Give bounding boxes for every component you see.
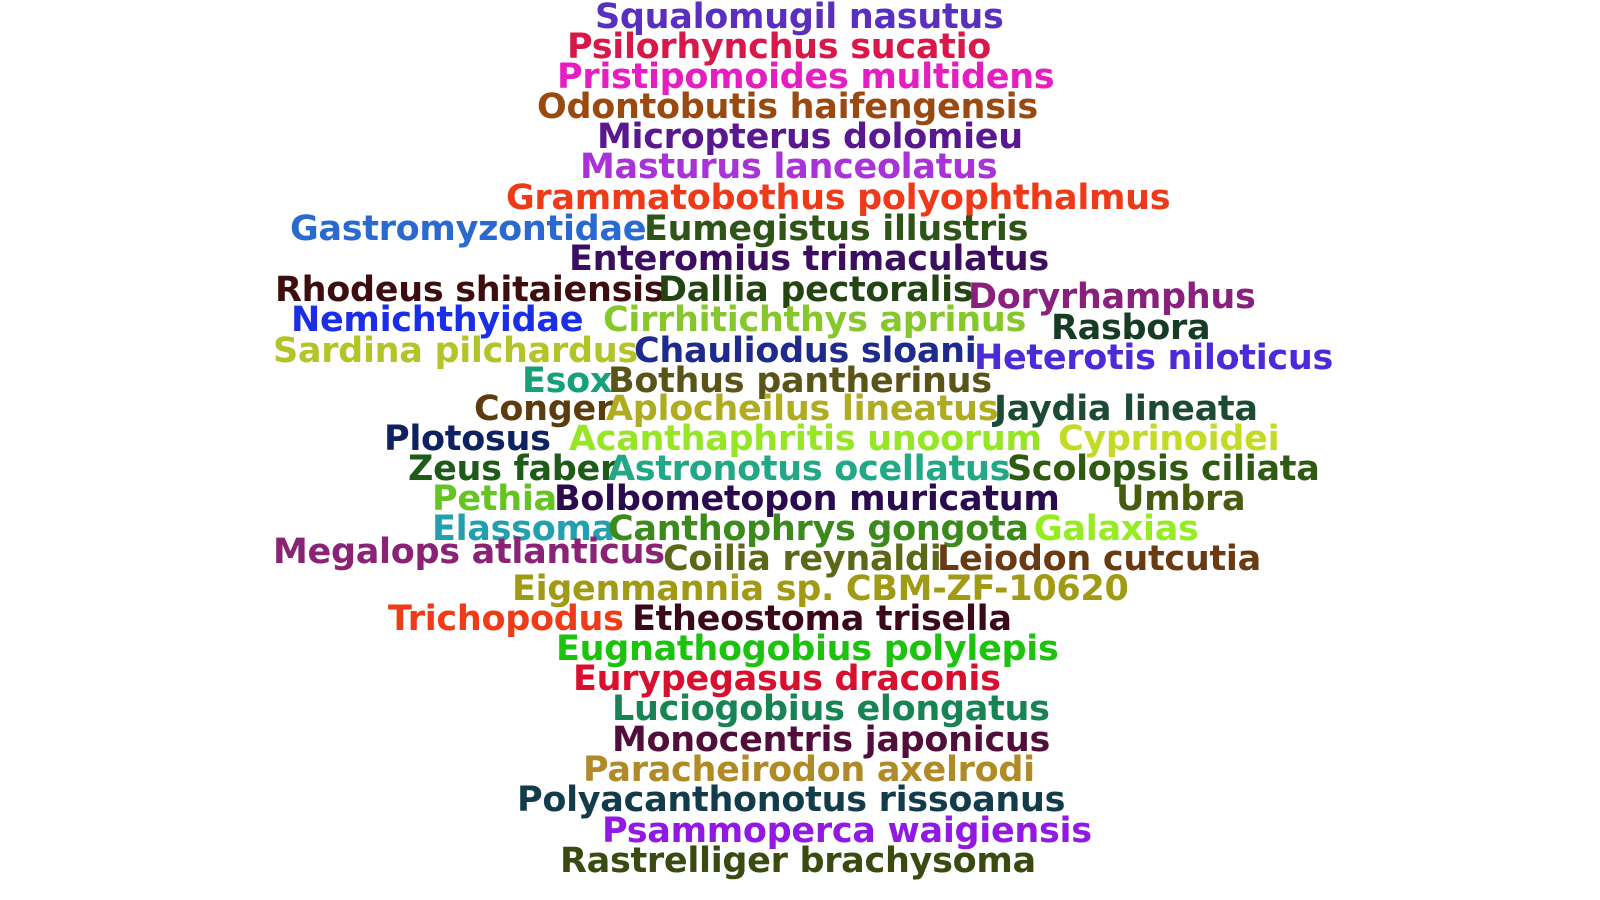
word-cloud-term: Enteromius trimaculatus <box>569 239 1049 279</box>
word-cloud-term: Leiodon cutcutia <box>937 539 1261 579</box>
word-cloud-term: Psammoperca waigiensis <box>602 811 1092 851</box>
word-cloud-term: Doryrhamphus <box>968 277 1256 317</box>
word-cloud-term: Rasbora <box>1051 308 1211 348</box>
word-cloud-term: Odontobutis haifengensis <box>537 87 1038 127</box>
word-cloud-term: Sardina pilchardus <box>273 331 638 371</box>
word-cloud-term: Plotosus <box>384 419 551 459</box>
word-cloud-term: Luciogobius elongatus <box>612 689 1050 729</box>
word-cloud-term: Cyprinoidei <box>1058 419 1280 459</box>
word-cloud-term: Bothus pantherinus <box>608 361 992 401</box>
word-cloud-term: Conger <box>474 389 613 429</box>
word-cloud-term: Aplocheilus lineatus <box>606 389 999 429</box>
word-cloud-term: Pethia <box>432 479 557 519</box>
word-cloud-term: Psilorhynchus sucatio <box>567 27 992 67</box>
word-cloud-term: Astronotus ocellatus <box>608 449 1011 489</box>
word-cloud-term: Esox <box>522 361 613 401</box>
word-cloud-term: Zeus faber <box>408 449 617 489</box>
word-cloud-term: Cirrhitichthys aprinus <box>603 300 1026 340</box>
word-cloud-term: Coilia reynaldi <box>663 539 942 579</box>
word-cloud-term: Polyacanthonotus rissoanus <box>517 780 1066 820</box>
word-cloud-term: Megalops atlanticus <box>273 532 665 572</box>
word-cloud-term: Acanthaphritis unoorum <box>569 419 1042 459</box>
word-cloud-term: Pristipomoides multidens <box>557 57 1055 97</box>
word-cloud-term: Heterotis niloticus <box>974 338 1334 378</box>
word-cloud-term: Eurypegasus draconis <box>573 659 1001 699</box>
word-cloud-term: Eumegistus illustris <box>644 209 1029 249</box>
word-cloud-term: Galaxias <box>1034 509 1199 549</box>
word-cloud-term: Eigenmannia sp. CBM-ZF-10620 <box>512 569 1129 609</box>
word-cloud-term: Umbra <box>1116 479 1246 519</box>
word-cloud-term: Dallia pectoralis <box>658 270 974 310</box>
word-cloud-term: Squalomugil nasutus <box>595 0 1004 37</box>
word-cloud-term: Elassoma <box>432 509 615 549</box>
word-cloud-term: Monocentris japonicus <box>612 720 1051 760</box>
word-cloud-term: Micropterus dolomieu <box>597 117 1023 157</box>
word-cloud-term: Rhodeus shitaiensis <box>275 270 665 310</box>
word-cloud-term: Scolopsis ciliata <box>1007 449 1320 489</box>
word-cloud-term: Nemichthyidae <box>291 300 584 340</box>
word-cloud-term: Trichopodus <box>388 599 624 639</box>
word-cloud-term: Canthophrys gongota <box>608 509 1029 549</box>
word-cloud-term: Rastrelliger brachysoma <box>560 841 1036 881</box>
word-cloud-term: Bolbometopon muricatum <box>554 479 1060 519</box>
word-cloud-term: Jaydia lineata <box>994 389 1258 429</box>
word-cloud-term: Gastromyzontidae <box>290 209 647 249</box>
word-cloud-term: Masturus lanceolatus <box>580 147 998 187</box>
word-cloud-term: Chauliodus sloani <box>634 331 977 371</box>
word-cloud-term: Grammatobothus polyophthalmus <box>506 178 1171 218</box>
word-cloud-term: Paracheirodon axelrodi <box>583 750 1035 790</box>
word-cloud-term: Etheostoma trisella <box>632 599 1012 639</box>
word-cloud-term: Eugnathogobius polylepis <box>556 629 1059 669</box>
